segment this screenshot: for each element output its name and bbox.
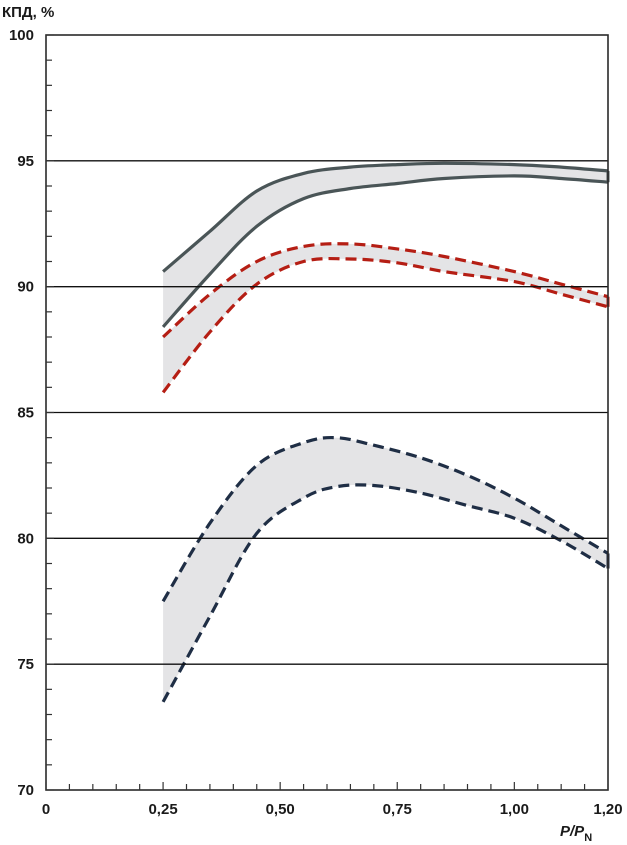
band-1-lower-line [161, 174, 609, 328]
x-axis-title: P/PN [560, 823, 592, 844]
y-tick-label-3: 85 [17, 405, 34, 422]
band-2-upper-line [162, 242, 609, 339]
y-tick-label-1: 75 [17, 656, 34, 673]
x-tick-label-4: 1,00 [500, 801, 529, 818]
band-3-upper-line [161, 435, 609, 603]
band-3-fill [163, 437, 608, 702]
tick-labels: 0 0,25 0,50 0,75 1,00 1,20 70 75 80 85 90 95 100 [9, 27, 623, 818]
band-1-fill [163, 163, 608, 327]
band-1-upper-line [162, 161, 609, 273]
y-axis-title: КПД, % [2, 4, 54, 21]
y-tick-label-4: 90 [17, 279, 34, 296]
gridlines [46, 160, 608, 665]
x-tick-label-3: 0,75 [383, 801, 412, 818]
band-2-fill [163, 243, 608, 393]
y-tick-label-6: 100 [9, 27, 34, 44]
y-tick-label-2: 80 [17, 530, 34, 547]
y-tick-label-0: 70 [17, 782, 34, 799]
band-3-lower-line [161, 483, 609, 703]
x-tick-label-5: 1,20 [593, 801, 622, 818]
x-tick-label-2: 0,50 [266, 801, 295, 818]
tick-marks [45, 34, 609, 791]
x-tick-label-0: 0 [42, 801, 50, 818]
bands-layer [161, 161, 610, 703]
x-tick-label-1: 0,25 [148, 801, 177, 818]
y-tick-label-5: 95 [17, 153, 34, 170]
